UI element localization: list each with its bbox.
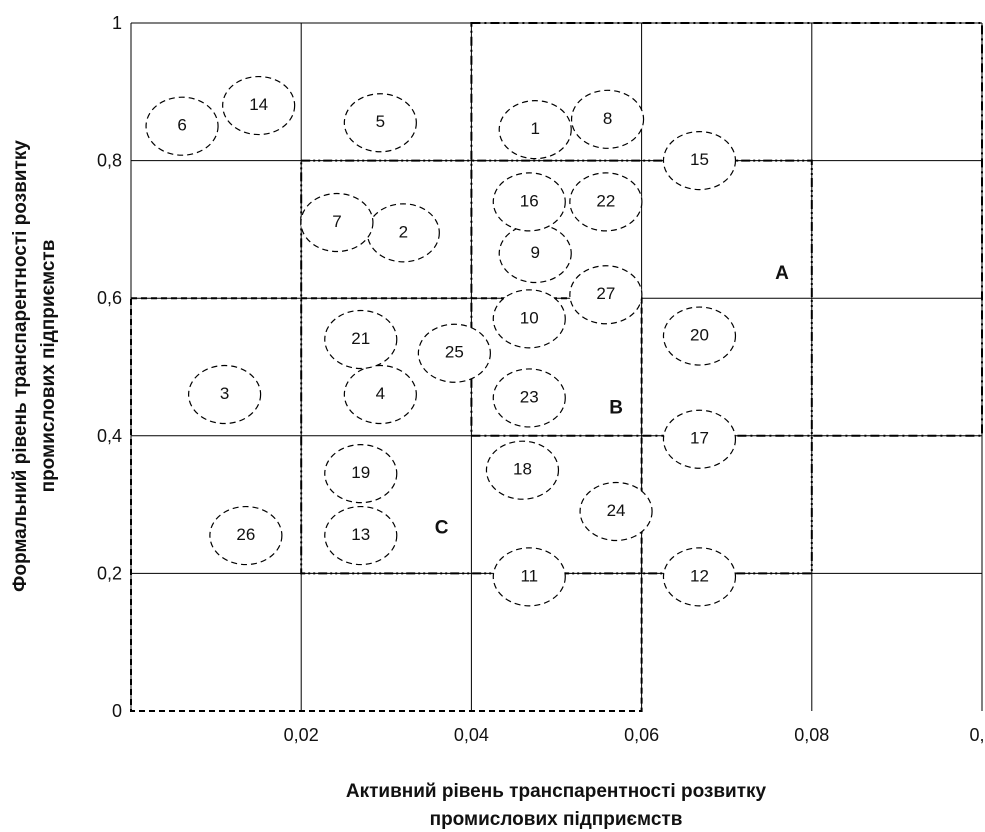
point-marker	[145, 96, 219, 156]
point-label: 16	[520, 191, 539, 210]
y-axis-title-line-1: Формальний рівень транспарентності розви…	[10, 140, 31, 592]
point-label: 17	[690, 429, 709, 448]
point-marker	[324, 505, 398, 566]
point-label: 22	[596, 191, 615, 210]
point-label: 20	[690, 326, 709, 345]
point-marker	[300, 192, 374, 253]
point-label: 24	[607, 501, 626, 520]
point-label: 9	[530, 243, 539, 262]
point-label: 8	[603, 109, 612, 128]
point-marker	[570, 89, 645, 149]
point-marker	[498, 100, 572, 160]
point-label: 19	[351, 463, 370, 482]
region-c-outline	[130, 297, 643, 712]
x-tick-label: 0,1	[969, 725, 985, 745]
point-marker	[492, 172, 566, 232]
point-marker	[492, 289, 566, 349]
y-tick-label: 1	[112, 13, 122, 33]
point-marker	[222, 75, 296, 136]
point-label: 11	[520, 566, 538, 585]
point-marker	[492, 547, 566, 607]
point-label: 4	[376, 384, 385, 403]
point-label: 25	[445, 343, 464, 362]
point-label: 15	[690, 150, 709, 169]
region-c-label: C	[435, 518, 449, 539]
region-labels: A B C	[435, 263, 789, 539]
point-marker	[579, 481, 653, 542]
point-label: 1	[530, 119, 539, 138]
y-tick-label: 0,6	[97, 288, 122, 308]
point-marker	[662, 131, 737, 191]
region-a-label: A	[775, 263, 789, 284]
x-axis-title-line-2: промислових підприємств	[430, 809, 683, 830]
point-label: 3	[220, 384, 229, 403]
point-marker	[209, 505, 283, 566]
y-tick-label: 0,8	[97, 151, 122, 171]
point-marker	[324, 444, 398, 504]
point-label: 12	[690, 566, 709, 585]
x-tick-label: 0,06	[624, 725, 659, 745]
point-marker	[662, 409, 737, 469]
tick-labels: 0,02 0,04 0,06 0,08 0,1 0 0,2 0,4 0,6 0,8 1	[97, 13, 985, 745]
y-tick-label: 0,4	[97, 426, 122, 446]
point-marker	[324, 309, 398, 370]
point-marker	[343, 364, 417, 425]
x-tick-label: 0,08	[794, 725, 829, 745]
point-marker	[662, 306, 737, 366]
point-marker	[485, 440, 560, 500]
x-axis-title-line-1: Активний рівень транспарентності розвитк…	[346, 781, 767, 802]
point-label: 7	[332, 212, 341, 231]
point-label: 14	[249, 95, 268, 114]
point-label: 10	[520, 308, 539, 327]
point-label: 26	[236, 525, 255, 544]
x-tick-label: 0,04	[454, 725, 489, 745]
x-tick-label: 0,02	[284, 725, 319, 745]
point-marker	[343, 93, 417, 153]
point-label: 21	[351, 329, 370, 348]
point-label: 5	[376, 112, 385, 131]
point-marker	[417, 323, 491, 383]
y-tick-label: 0	[112, 701, 122, 721]
point-marker	[662, 547, 737, 607]
point-label: 13	[351, 525, 370, 544]
point-marker	[492, 368, 566, 428]
point-label: 2	[399, 222, 408, 241]
point-label: 23	[520, 387, 539, 406]
region-b-label: B	[609, 397, 623, 418]
point-label: 18	[513, 460, 532, 479]
point-marker	[569, 172, 643, 232]
y-tick-label: 0,2	[97, 563, 122, 583]
point-label: 6	[177, 116, 186, 135]
y-axis-title-line-2: промислових підприємств	[38, 240, 59, 493]
point-label: 27	[596, 284, 615, 303]
point-marker	[188, 364, 262, 425]
point-marker	[569, 265, 643, 325]
